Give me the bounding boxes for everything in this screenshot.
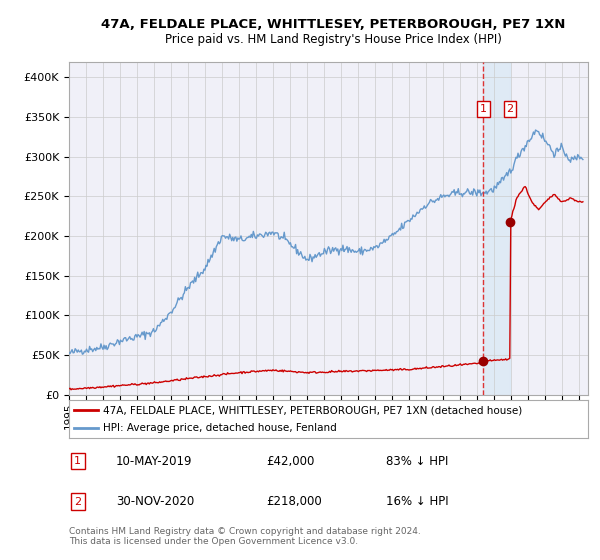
Text: 47A, FELDALE PLACE, WHITTLESEY, PETERBOROUGH, PE7 1XN: 47A, FELDALE PLACE, WHITTLESEY, PETERBOR… xyxy=(101,17,565,31)
Text: Contains HM Land Registry data © Crown copyright and database right 2024.
This d: Contains HM Land Registry data © Crown c… xyxy=(69,526,421,546)
Bar xyxy=(484,62,510,395)
Text: 16% ↓ HPI: 16% ↓ HPI xyxy=(386,495,448,508)
Text: £218,000: £218,000 xyxy=(266,495,322,508)
Text: 1: 1 xyxy=(74,456,81,466)
Text: 47A, FELDALE PLACE, WHITTLESEY, PETERBOROUGH, PE7 1XN (detached house): 47A, FELDALE PLACE, WHITTLESEY, PETERBOR… xyxy=(103,405,522,415)
Text: 1: 1 xyxy=(480,104,487,114)
Text: HPI: Average price, detached house, Fenland: HPI: Average price, detached house, Fenl… xyxy=(103,423,337,433)
Text: 30-NOV-2020: 30-NOV-2020 xyxy=(116,495,194,508)
Text: 2: 2 xyxy=(74,497,82,507)
Text: Price paid vs. HM Land Registry's House Price Index (HPI): Price paid vs. HM Land Registry's House … xyxy=(164,32,502,46)
Text: £42,000: £42,000 xyxy=(266,455,314,468)
Text: 10-MAY-2019: 10-MAY-2019 xyxy=(116,455,192,468)
Text: 83% ↓ HPI: 83% ↓ HPI xyxy=(386,455,448,468)
Text: 2: 2 xyxy=(506,104,514,114)
